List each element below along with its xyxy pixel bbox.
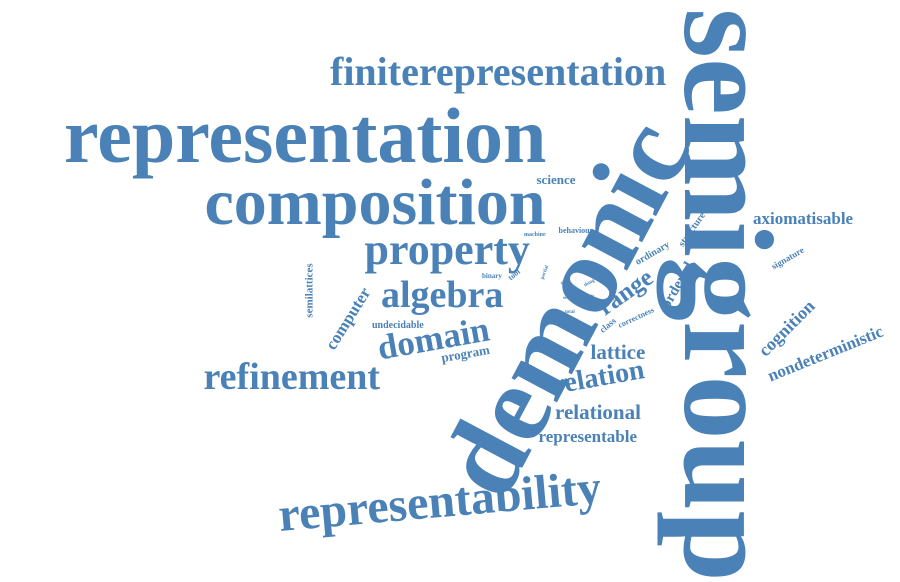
word-refinement: refinement	[203, 356, 381, 398]
word-total: total	[565, 309, 575, 315]
word-relational: relational	[555, 399, 641, 424]
word-algebra: algebra	[381, 274, 504, 316]
word-finiterepresentation: finiterepresentation	[330, 49, 667, 94]
word-property: property	[364, 225, 530, 274]
word-machine: machine	[524, 232, 546, 238]
word-composition: composition	[204, 166, 546, 239]
word-set: set	[563, 295, 569, 301]
word-representable: representable	[538, 426, 638, 446]
word-computer: computer	[321, 283, 375, 353]
word-semigroup: semigroup	[656, 8, 799, 582]
word-undecidable: undecidable	[372, 320, 424, 331]
word-result: result	[582, 294, 595, 300]
word-representation: representation	[64, 92, 547, 179]
word-lattice: lattice	[590, 339, 646, 364]
word-axiomatisable: axiomatisable	[753, 208, 854, 228]
word-binary: binary	[482, 271, 502, 280]
word-representability: representability	[276, 461, 604, 542]
word-behaviour: behaviour	[558, 226, 594, 235]
word-science: science	[536, 171, 576, 187]
word-semilattices: semilattices	[303, 262, 316, 318]
